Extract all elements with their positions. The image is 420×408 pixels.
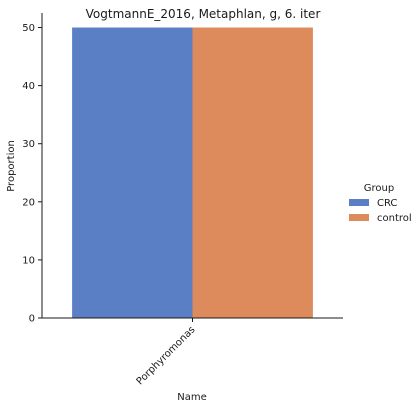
legend-swatch-crc [349, 199, 369, 206]
y-axis-label: Proportion [6, 140, 17, 192]
y-tick-label: 20 [22, 197, 35, 208]
x-axis-label: Name [177, 392, 207, 403]
y-axis-ticks: 0 10 20 30 40 50 [22, 23, 42, 325]
x-axis-ticks: Porphyromonas [135, 318, 198, 387]
plot-area [72, 27, 313, 319]
y-tick-label: 40 [22, 81, 35, 92]
y-tick-label: 30 [22, 139, 35, 150]
x-tick-label: Porphyromonas [135, 324, 198, 387]
legend-label-crc: CRC [377, 198, 397, 209]
legend: Group CRC control [349, 183, 412, 224]
y-tick-label: 0 [29, 314, 35, 325]
y-tick-label: 50 [22, 23, 35, 34]
legend-label-control: control [377, 213, 412, 224]
y-tick-label: 10 [22, 255, 35, 266]
bar-control [192, 27, 313, 319]
legend-swatch-control [349, 214, 369, 221]
chart-title: VogtmannE_2016, Metaphlan, g, 6. iter [86, 7, 321, 21]
legend-title: Group [364, 183, 394, 194]
bar-crc [72, 27, 193, 319]
